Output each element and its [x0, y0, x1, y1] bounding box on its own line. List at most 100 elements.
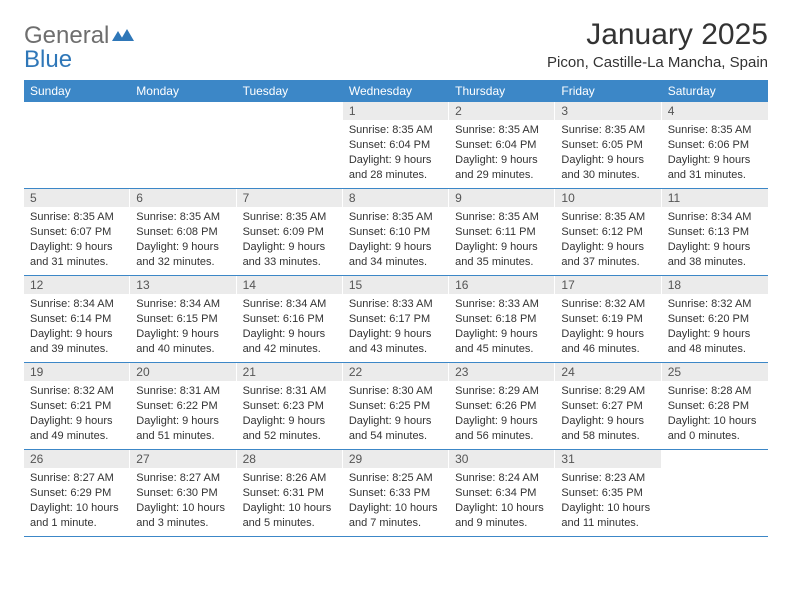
- sunrise-line: Sunrise: 8:26 AM: [243, 471, 337, 486]
- day-number: 5: [24, 189, 130, 207]
- daylight-line-2: and 54 minutes.: [349, 429, 443, 444]
- day-cell: 5Sunrise: 8:35 AMSunset: 6:07 PMDaylight…: [24, 189, 130, 275]
- sunset-line: Sunset: 6:07 PM: [30, 225, 124, 240]
- day-number: 2: [449, 102, 555, 120]
- day-body: Sunrise: 8:35 AMSunset: 6:09 PMDaylight:…: [237, 207, 343, 273]
- sunrise-line: Sunrise: 8:29 AM: [561, 384, 655, 399]
- sunset-line: Sunset: 6:20 PM: [668, 312, 762, 327]
- daylight-line-1: Daylight: 9 hours: [136, 240, 230, 255]
- sunrise-line: Sunrise: 8:31 AM: [243, 384, 337, 399]
- weekday-sunday: Sunday: [24, 80, 130, 102]
- sunset-line: Sunset: 6:22 PM: [136, 399, 230, 414]
- day-body: Sunrise: 8:27 AMSunset: 6:29 PMDaylight:…: [24, 468, 130, 534]
- day-cell: 2Sunrise: 8:35 AMSunset: 6:04 PMDaylight…: [449, 102, 555, 188]
- day-body: Sunrise: 8:35 AMSunset: 6:10 PMDaylight:…: [343, 207, 449, 273]
- week-row: 26Sunrise: 8:27 AMSunset: 6:29 PMDayligh…: [24, 450, 768, 537]
- daylight-line-1: Daylight: 9 hours: [561, 414, 655, 429]
- daylight-line-1: Daylight: 10 hours: [668, 414, 762, 429]
- day-body: Sunrise: 8:32 AMSunset: 6:21 PMDaylight:…: [24, 381, 130, 447]
- day-body: Sunrise: 8:30 AMSunset: 6:25 PMDaylight:…: [343, 381, 449, 447]
- day-cell: 3Sunrise: 8:35 AMSunset: 6:05 PMDaylight…: [555, 102, 661, 188]
- day-cell: 8Sunrise: 8:35 AMSunset: 6:10 PMDaylight…: [343, 189, 449, 275]
- day-number: 22: [343, 363, 449, 381]
- day-body: Sunrise: 8:33 AMSunset: 6:17 PMDaylight:…: [343, 294, 449, 360]
- sunrise-line: Sunrise: 8:24 AM: [455, 471, 549, 486]
- brand-logo: General Blue: [24, 18, 134, 72]
- day-body: Sunrise: 8:35 AMSunset: 6:08 PMDaylight:…: [130, 207, 236, 273]
- day-body: Sunrise: 8:35 AMSunset: 6:04 PMDaylight:…: [343, 120, 449, 186]
- sunset-line: Sunset: 6:33 PM: [349, 486, 443, 501]
- day-body: Sunrise: 8:34 AMSunset: 6:13 PMDaylight:…: [662, 207, 768, 273]
- day-cell: 13Sunrise: 8:34 AMSunset: 6:15 PMDayligh…: [130, 276, 236, 362]
- daylight-line-2: and 56 minutes.: [455, 429, 549, 444]
- day-body: Sunrise: 8:24 AMSunset: 6:34 PMDaylight:…: [449, 468, 555, 534]
- month-title: January 2025: [547, 18, 768, 52]
- day-number: 17: [555, 276, 661, 294]
- day-body: Sunrise: 8:35 AMSunset: 6:07 PMDaylight:…: [24, 207, 130, 273]
- daylight-line-1: Daylight: 9 hours: [455, 153, 549, 168]
- day-cell: 9Sunrise: 8:35 AMSunset: 6:11 PMDaylight…: [449, 189, 555, 275]
- day-cell: 26Sunrise: 8:27 AMSunset: 6:29 PMDayligh…: [24, 450, 130, 536]
- sunset-line: Sunset: 6:14 PM: [30, 312, 124, 327]
- daylight-line-2: and 9 minutes.: [455, 516, 549, 531]
- day-number: 19: [24, 363, 130, 381]
- sunset-line: Sunset: 6:04 PM: [349, 138, 443, 153]
- sunset-line: Sunset: 6:28 PM: [668, 399, 762, 414]
- daylight-line-1: Daylight: 10 hours: [455, 501, 549, 516]
- sunrise-line: Sunrise: 8:35 AM: [349, 210, 443, 225]
- flag-icon: [112, 27, 134, 43]
- sunset-line: Sunset: 6:29 PM: [30, 486, 124, 501]
- daylight-line-2: and 30 minutes.: [561, 168, 655, 183]
- sunrise-line: Sunrise: 8:31 AM: [136, 384, 230, 399]
- daylight-line-2: and 0 minutes.: [668, 429, 762, 444]
- header: General Blue January 2025 Picon, Castill…: [24, 18, 768, 72]
- sunrise-line: Sunrise: 8:28 AM: [668, 384, 762, 399]
- day-number: 6: [130, 189, 236, 207]
- day-number: 8: [343, 189, 449, 207]
- day-body: Sunrise: 8:23 AMSunset: 6:35 PMDaylight:…: [555, 468, 661, 534]
- sunrise-line: Sunrise: 8:30 AM: [349, 384, 443, 399]
- sunrise-line: Sunrise: 8:35 AM: [561, 123, 655, 138]
- day-cell: 11Sunrise: 8:34 AMSunset: 6:13 PMDayligh…: [662, 189, 768, 275]
- daylight-line-1: Daylight: 9 hours: [455, 240, 549, 255]
- daylight-line-1: Daylight: 10 hours: [561, 501, 655, 516]
- day-number: 26: [24, 450, 130, 468]
- day-number: 28: [237, 450, 343, 468]
- sunrise-line: Sunrise: 8:35 AM: [136, 210, 230, 225]
- sunset-line: Sunset: 6:10 PM: [349, 225, 443, 240]
- day-cell: 12Sunrise: 8:34 AMSunset: 6:14 PMDayligh…: [24, 276, 130, 362]
- daylight-line-2: and 40 minutes.: [136, 342, 230, 357]
- daylight-line-2: and 46 minutes.: [561, 342, 655, 357]
- day-number: 3: [555, 102, 661, 120]
- day-body: Sunrise: 8:34 AMSunset: 6:14 PMDaylight:…: [24, 294, 130, 360]
- sunrise-line: Sunrise: 8:35 AM: [243, 210, 337, 225]
- day-body: Sunrise: 8:28 AMSunset: 6:28 PMDaylight:…: [662, 381, 768, 447]
- daylight-line-2: and 51 minutes.: [136, 429, 230, 444]
- sunrise-line: Sunrise: 8:34 AM: [30, 297, 124, 312]
- day-number: 1: [343, 102, 449, 120]
- day-number: 24: [555, 363, 661, 381]
- day-body: Sunrise: 8:31 AMSunset: 6:22 PMDaylight:…: [130, 381, 236, 447]
- sunset-line: Sunset: 6:19 PM: [561, 312, 655, 327]
- weekday-saturday: Saturday: [662, 80, 768, 102]
- sunrise-line: Sunrise: 8:35 AM: [561, 210, 655, 225]
- day-cell: 4Sunrise: 8:35 AMSunset: 6:06 PMDaylight…: [662, 102, 768, 188]
- sunset-line: Sunset: 6:23 PM: [243, 399, 337, 414]
- sunrise-line: Sunrise: 8:35 AM: [349, 123, 443, 138]
- sunset-line: Sunset: 6:30 PM: [136, 486, 230, 501]
- sunset-line: Sunset: 6:26 PM: [455, 399, 549, 414]
- empty-cell: [130, 102, 236, 188]
- day-number: 12: [24, 276, 130, 294]
- daylight-line-1: Daylight: 9 hours: [30, 414, 124, 429]
- daylight-line-1: Daylight: 9 hours: [668, 327, 762, 342]
- day-cell: 1Sunrise: 8:35 AMSunset: 6:04 PMDaylight…: [343, 102, 449, 188]
- day-number: 29: [343, 450, 449, 468]
- day-body: Sunrise: 8:33 AMSunset: 6:18 PMDaylight:…: [449, 294, 555, 360]
- day-body: Sunrise: 8:31 AMSunset: 6:23 PMDaylight:…: [237, 381, 343, 447]
- sunrise-line: Sunrise: 8:34 AM: [243, 297, 337, 312]
- day-body: Sunrise: 8:35 AMSunset: 6:06 PMDaylight:…: [662, 120, 768, 186]
- sunrise-line: Sunrise: 8:34 AM: [136, 297, 230, 312]
- day-body: Sunrise: 8:34 AMSunset: 6:16 PMDaylight:…: [237, 294, 343, 360]
- daylight-line-2: and 1 minute.: [30, 516, 124, 531]
- daylight-line-2: and 58 minutes.: [561, 429, 655, 444]
